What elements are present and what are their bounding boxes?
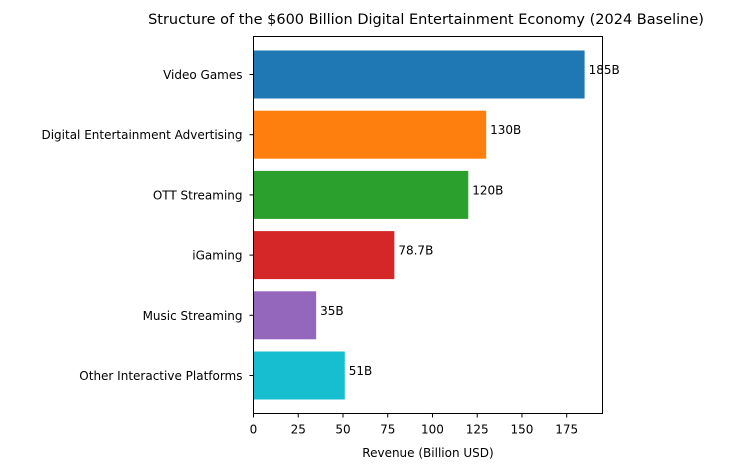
data-label-music-streaming: 35B — [320, 304, 344, 318]
bar-music-streaming — [253, 291, 317, 340]
x-tick-label-175: 175 — [555, 423, 578, 437]
x-axis-label: Revenue (Billion USD) — [362, 446, 493, 460]
axes-frame — [253, 36, 603, 414]
x-tick-label-0: 0 — [250, 423, 258, 437]
y-tick-label-video-games: Video Games — [163, 68, 242, 82]
chart-title: Structure of the $600 Billion Digital En… — [148, 12, 704, 28]
x-tick-label-125: 125 — [466, 423, 489, 437]
x-tick-label-150: 150 — [511, 423, 534, 437]
bar-igaming — [253, 231, 395, 280]
data-label-digital-entertainment-advertising: 130B — [490, 123, 521, 137]
data-label-other-interactive-platforms: 51B — [349, 364, 373, 378]
y-tick-label-ott-streaming: OTT Streaming — [153, 188, 243, 202]
x-tick-label-100: 100 — [421, 423, 444, 437]
data-label-ott-streaming: 120B — [472, 183, 503, 197]
bar-ott-streaming — [253, 170, 469, 219]
x-tick-label-25: 25 — [291, 423, 306, 437]
bar-other-interactive-platforms — [253, 351, 345, 400]
data-label-video-games: 185B — [589, 63, 620, 77]
x-tick-label-75: 75 — [380, 423, 395, 437]
x-tick-label-50: 50 — [335, 423, 350, 437]
data-label-igaming: 78.7B — [398, 244, 433, 258]
y-tick-label-igaming: iGaming — [192, 249, 242, 263]
y-tick-label-music-streaming: Music Streaming — [143, 309, 243, 323]
plot-area: Video Games 185B Digital Entertainment Adv… — [41, 50, 620, 437]
bar-video-games — [253, 50, 585, 99]
y-tick-label-other-interactive-platforms: Other Interactive Platforms — [79, 369, 242, 383]
bar-digital-entertainment-advertising — [253, 110, 487, 159]
y-tick-label-digital-entertainment-advertising: Digital Entertainment Advertising — [41, 128, 242, 142]
